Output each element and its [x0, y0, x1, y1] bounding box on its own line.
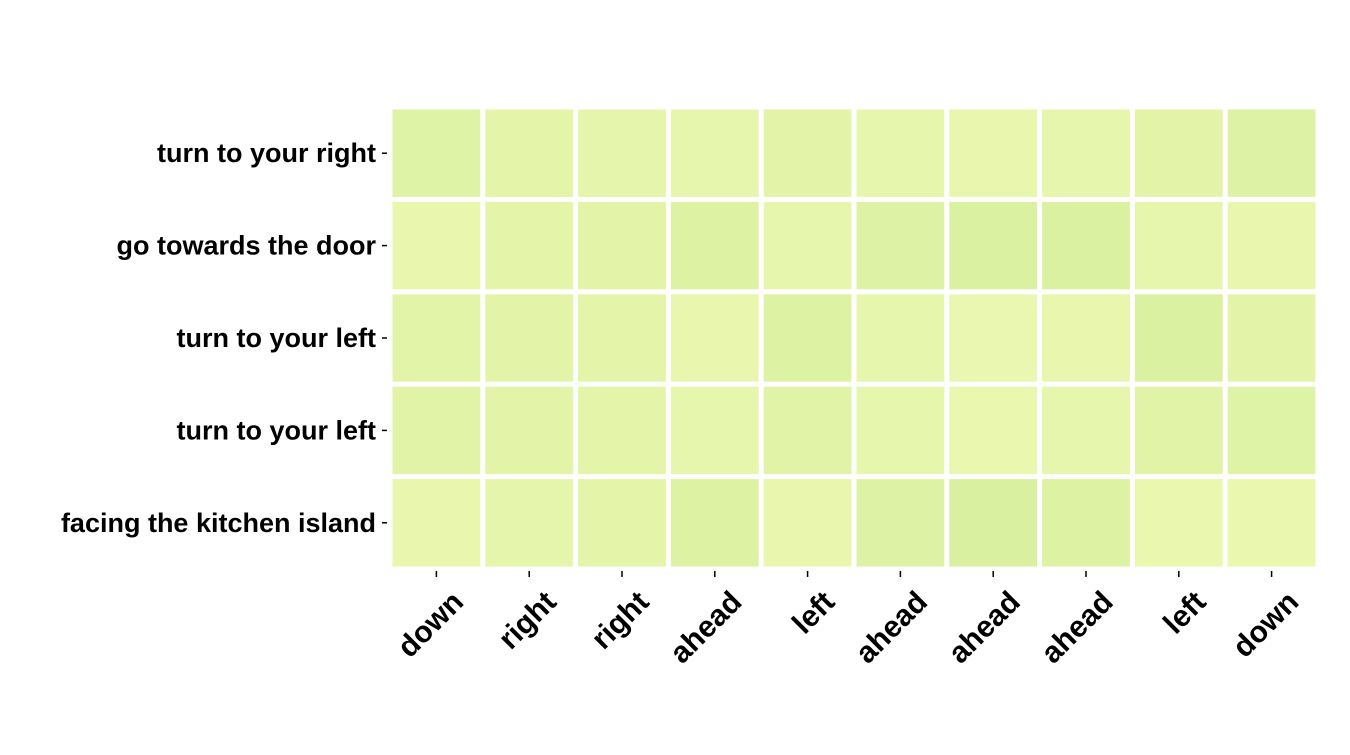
heatmap-cell [1042, 294, 1130, 382]
heatmap-cell [485, 201, 574, 290]
heatmap-cell [670, 479, 759, 567]
heatmap-cell [392, 479, 481, 567]
heatmap-cell [856, 479, 945, 567]
heatmap-cell [1134, 479, 1223, 567]
heatmap-cell [1227, 479, 1316, 567]
heatmap-cell [763, 109, 852, 197]
heatmap-cell [763, 479, 852, 567]
x-tick-label: right [585, 585, 655, 655]
heatmap-cell [670, 294, 759, 382]
x-tick-label: ahead [664, 585, 749, 670]
x-tick-label: ahead [1035, 585, 1120, 670]
heatmap-cell [949, 294, 1038, 382]
heatmap-cell [763, 201, 852, 290]
heatmap-cell [949, 479, 1038, 567]
x-tick-label: ahead [942, 585, 1027, 670]
heatmap-cell [485, 386, 574, 475]
heatmap-cell [856, 109, 945, 197]
x-tick-label: left [786, 585, 841, 640]
heatmap-cell [578, 386, 666, 475]
y-tick-label: turn to your left [177, 323, 376, 353]
heatmap-cell [1134, 109, 1223, 197]
heatmap-cell [1227, 109, 1316, 197]
heatmap-cell [949, 386, 1038, 475]
heatmap-cell [1227, 201, 1316, 290]
heatmap-cell [578, 294, 666, 382]
heatmap-cell [856, 201, 945, 290]
heatmap-cell [485, 479, 574, 567]
heatmap-cell [856, 386, 945, 475]
heatmap-cell [392, 109, 481, 197]
heatmap-cell [1042, 109, 1130, 197]
heatmap-cell [1134, 386, 1223, 475]
heatmap-cell [1042, 201, 1130, 290]
heatmap-cell [1134, 201, 1223, 290]
x-tick-label: ahead [849, 585, 934, 670]
heatmap-cell [670, 109, 759, 197]
heatmap-cell [578, 479, 666, 567]
heatmap-cell [763, 294, 852, 382]
heatmap-cell [578, 109, 666, 197]
x-tick-label: down [391, 585, 470, 664]
y-tick-label: facing the kitchen island [61, 508, 376, 538]
y-tick-label: turn to your right [157, 138, 376, 168]
heatmap-cell [949, 201, 1038, 290]
heatmap-cell [578, 201, 666, 290]
y-tick-label: turn to your left [177, 415, 376, 445]
heatmap-cell [1227, 294, 1316, 382]
heatmap-cell [763, 386, 852, 475]
heatmap-cell [1042, 386, 1130, 475]
heatmap-cell [392, 386, 481, 475]
heatmap-cell [670, 386, 759, 475]
x-axis: down right right ahead left ahead ahead ahead le… [391, 571, 1305, 670]
x-tick-label: right [492, 585, 562, 655]
heatmap-cell [670, 201, 759, 290]
heatmap-cell [1134, 294, 1223, 382]
heatmap-cells [392, 109, 1316, 567]
y-axis: turn to your right go towards the door tur… [61, 138, 387, 538]
heatmap-cell [949, 109, 1038, 197]
x-tick-label: left [1157, 585, 1212, 640]
x-tick-label: down [1227, 585, 1306, 664]
heatmap-cell [392, 294, 481, 382]
heatmap-cell [1227, 386, 1316, 475]
heatmap-cell [485, 109, 574, 197]
heatmap-cell [856, 294, 945, 382]
y-tick-label: go towards the door [117, 231, 377, 261]
heatmap-cell [392, 201, 481, 290]
heatmap-cell [1042, 479, 1130, 567]
heatmap-cell [485, 294, 574, 382]
